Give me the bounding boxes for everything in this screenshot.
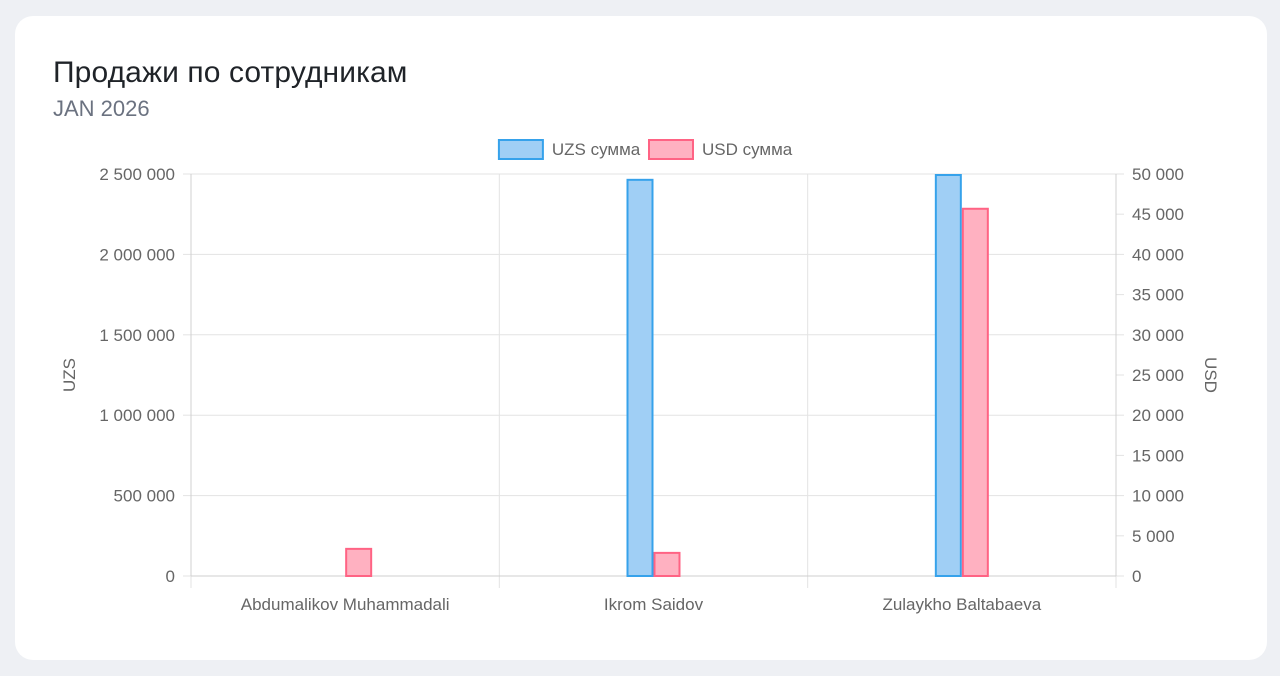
y2-axis-tick-label: 30 000 (1132, 326, 1184, 345)
bar-usd[interactable] (961, 207, 989, 577)
y2-axis-tick-label: 40 000 (1132, 245, 1184, 264)
bar-uzs[interactable] (626, 178, 654, 577)
card-title: Продажи по сотрудникам (53, 56, 408, 89)
y-axis-tick-label: 500 000 (114, 487, 175, 506)
y-axis-tick-label: 2 000 000 (99, 245, 175, 264)
legend-swatch[interactable] (648, 139, 694, 160)
chart-legend[interactable]: UZS сумма USD сумма (497, 139, 793, 160)
y2-axis-tick-label: 25 000 (1132, 366, 1184, 385)
y-axis-tick-label: 1 500 000 (99, 326, 175, 345)
y2-axis-tick-label: 0 (1132, 567, 1141, 586)
y-axis-tick-label: 2 500 000 (99, 165, 175, 184)
legend-label[interactable]: USD сумма (702, 140, 793, 159)
y2-axis-tick-label: 10 000 (1132, 487, 1184, 506)
y-axis-tick-label: 1 000 000 (99, 406, 175, 425)
y2-axis-tick-label: 45 000 (1132, 205, 1184, 224)
chart-bars (345, 174, 989, 578)
y-axis-title: UZS (60, 358, 79, 392)
y2-axis-tick-label: 35 000 (1132, 286, 1184, 305)
x-axis-tick-label: Abdumalikov Muhammadali (241, 595, 450, 614)
bar-usd[interactable] (345, 547, 373, 577)
bar-usd[interactable] (653, 551, 681, 578)
x-axis-tick-label: Zulaykho Baltabaeva (882, 595, 1041, 614)
bar-uzs[interactable] (934, 174, 962, 577)
y2-axis-tick-label: 20 000 (1132, 406, 1184, 425)
y2-axis-tick-label: 5 000 (1132, 527, 1175, 546)
legend-swatch[interactable] (497, 139, 544, 160)
y2-axis-title: USD (1201, 357, 1220, 393)
chart-axes: 0 500 000 1 000 000 1 500 000 2 000 000 2 500… (60, 165, 1220, 614)
x-axis-tick-label: Ikrom Saidov (604, 595, 704, 614)
card-subtitle: JAN 2026 (53, 96, 150, 121)
legend-label[interactable]: UZS сумма (552, 140, 641, 159)
y2-axis-tick-label: 15 000 (1132, 446, 1184, 465)
y2-axis-tick-label: 50 000 (1132, 165, 1184, 184)
y-axis-tick-label: 0 (166, 567, 175, 586)
